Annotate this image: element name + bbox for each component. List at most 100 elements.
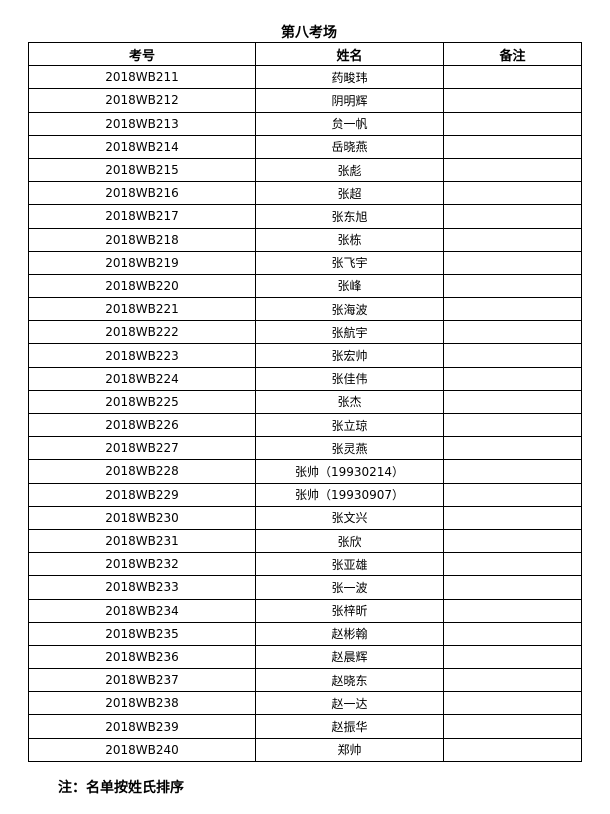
- table-row: 2018WB222 张航宇: [28, 320, 582, 345]
- name-cell: 张立琼: [255, 412, 444, 438]
- exam-number-cell: 2018WB223: [28, 343, 256, 368]
- exam-number-cell: 2018WB225: [28, 389, 256, 415]
- name-cell: 张佳伟: [255, 366, 444, 391]
- table-row: 2018WB229 张帅（19930907）: [28, 482, 582, 507]
- table-row: 2018WB225 张杰: [28, 389, 582, 415]
- name-cell: 张欣: [255, 528, 444, 554]
- exam-number-cell: 2018WB239: [28, 714, 256, 739]
- table-row: 2018WB230 张文兴: [28, 505, 582, 530]
- remarks-cell: [443, 88, 582, 113]
- table-row: 2018WB224 张佳伟: [28, 366, 582, 391]
- name-cell: 张飞宇: [255, 250, 444, 275]
- name-cell: 郑帅: [255, 737, 444, 762]
- table-row: 2018WB218 张栋: [28, 227, 582, 252]
- table-row: 2018WB221 张海波: [28, 297, 582, 322]
- remarks-cell: [443, 366, 582, 391]
- name-cell: 张超: [255, 181, 444, 206]
- header-remarks: 备注: [443, 41, 582, 67]
- name-cell: 张航宇: [255, 320, 444, 345]
- table-row: 2018WB233 张一波: [28, 575, 582, 600]
- remarks-cell: [443, 320, 582, 345]
- remarks-cell: [443, 227, 582, 252]
- remarks-cell: [443, 273, 582, 299]
- page-title: 第八考场: [281, 25, 337, 41]
- table-row: 2018WB239 赵振华: [28, 714, 582, 739]
- name-cell: 贠一帆: [255, 111, 444, 136]
- remarks-cell: [443, 691, 582, 716]
- table-row: 2018WB236 赵晨辉: [28, 644, 582, 670]
- remarks-cell: [443, 412, 582, 438]
- remarks-cell: [443, 644, 582, 670]
- name-cell: 张杰: [255, 389, 444, 415]
- remarks-cell: [443, 482, 582, 507]
- remarks-cell: [443, 436, 582, 461]
- exam-number-cell: 2018WB238: [28, 691, 256, 716]
- name-cell: 岳晓燕: [255, 134, 444, 159]
- name-cell: 赵彬翰: [255, 621, 444, 646]
- table-row: 2018WB226 张立琼: [28, 412, 582, 438]
- exam-number-cell: 2018WB229: [28, 482, 256, 507]
- table-row: 2018WB232 张亚雄: [28, 552, 582, 577]
- table-row: 2018WB234 张梓昕: [28, 598, 582, 623]
- table-row: 2018WB231 张欣: [28, 528, 582, 554]
- exam-number-cell: 2018WB233: [28, 575, 256, 600]
- remarks-cell: [443, 737, 582, 762]
- table-row: 2018WB235 赵彬翰: [28, 621, 582, 646]
- header-name: 姓名: [255, 41, 444, 67]
- name-cell: 张宏帅: [255, 343, 444, 368]
- exam-number-cell: 2018WB226: [28, 412, 256, 438]
- table-row: 2018WB215 张彪: [28, 157, 582, 183]
- name-cell: 张梓昕: [255, 598, 444, 623]
- name-cell: 张栋: [255, 227, 444, 252]
- table-row: 2018WB237 赵晓东: [28, 668, 582, 693]
- table-row: 2018WB227 张灵燕: [28, 436, 582, 461]
- table-header-row: 考号 姓名 备注: [28, 41, 582, 67]
- exam-number-cell: 2018WB230: [28, 505, 256, 530]
- exam-number-cell: 2018WB240: [28, 737, 256, 762]
- exam-number-cell: 2018WB231: [28, 528, 256, 554]
- remarks-cell: [443, 598, 582, 623]
- exam-number-cell: 2018WB227: [28, 436, 256, 461]
- table-row: 2018WB211 药畯玮: [28, 65, 582, 90]
- name-cell: 张帅（19930214）: [255, 459, 444, 484]
- table-row: 2018WB214 岳晓燕: [28, 134, 582, 159]
- remarks-cell: [443, 621, 582, 646]
- remarks-cell: [443, 65, 582, 90]
- remarks-cell: [443, 111, 582, 136]
- header-exam-number: 考号: [28, 41, 256, 67]
- remarks-cell: [443, 389, 582, 415]
- table-row: 2018WB228 张帅（19930214）: [28, 459, 582, 484]
- exam-number-cell: 2018WB217: [28, 204, 256, 229]
- exam-number-cell: 2018WB216: [28, 181, 256, 206]
- name-cell: 张亚雄: [255, 552, 444, 577]
- remarks-cell: [443, 459, 582, 484]
- table-row: 2018WB238 赵一达: [28, 691, 582, 716]
- exam-number-cell: 2018WB228: [28, 459, 256, 484]
- name-cell: 张海波: [255, 297, 444, 322]
- table-row: 2018WB217 张东旭: [28, 204, 582, 229]
- exam-number-cell: 2018WB220: [28, 273, 256, 299]
- name-cell: 张文兴: [255, 505, 444, 530]
- remarks-cell: [443, 181, 582, 206]
- exam-number-cell: 2018WB219: [28, 250, 256, 275]
- remarks-cell: [443, 157, 582, 183]
- exam-number-cell: 2018WB237: [28, 668, 256, 693]
- exam-number-cell: 2018WB218: [28, 227, 256, 252]
- name-cell: 赵振华: [255, 714, 444, 739]
- table-row: 2018WB220 张峰: [28, 273, 582, 299]
- table-row: 2018WB213 贠一帆: [28, 111, 582, 136]
- remarks-cell: [443, 204, 582, 229]
- table-row: 2018WB219 张飞宇: [28, 250, 582, 275]
- remarks-cell: [443, 250, 582, 275]
- name-cell: 赵晨辉: [255, 644, 444, 670]
- remarks-cell: [443, 528, 582, 554]
- remarks-cell: [443, 552, 582, 577]
- remarks-cell: [443, 505, 582, 530]
- exam-number-cell: 2018WB222: [28, 320, 256, 345]
- exam-number-cell: 2018WB212: [28, 88, 256, 113]
- exam-number-cell: 2018WB214: [28, 134, 256, 159]
- remarks-cell: [443, 134, 582, 159]
- name-cell: 张东旭: [255, 204, 444, 229]
- remarks-cell: [443, 668, 582, 693]
- exam-number-cell: 2018WB236: [28, 644, 256, 670]
